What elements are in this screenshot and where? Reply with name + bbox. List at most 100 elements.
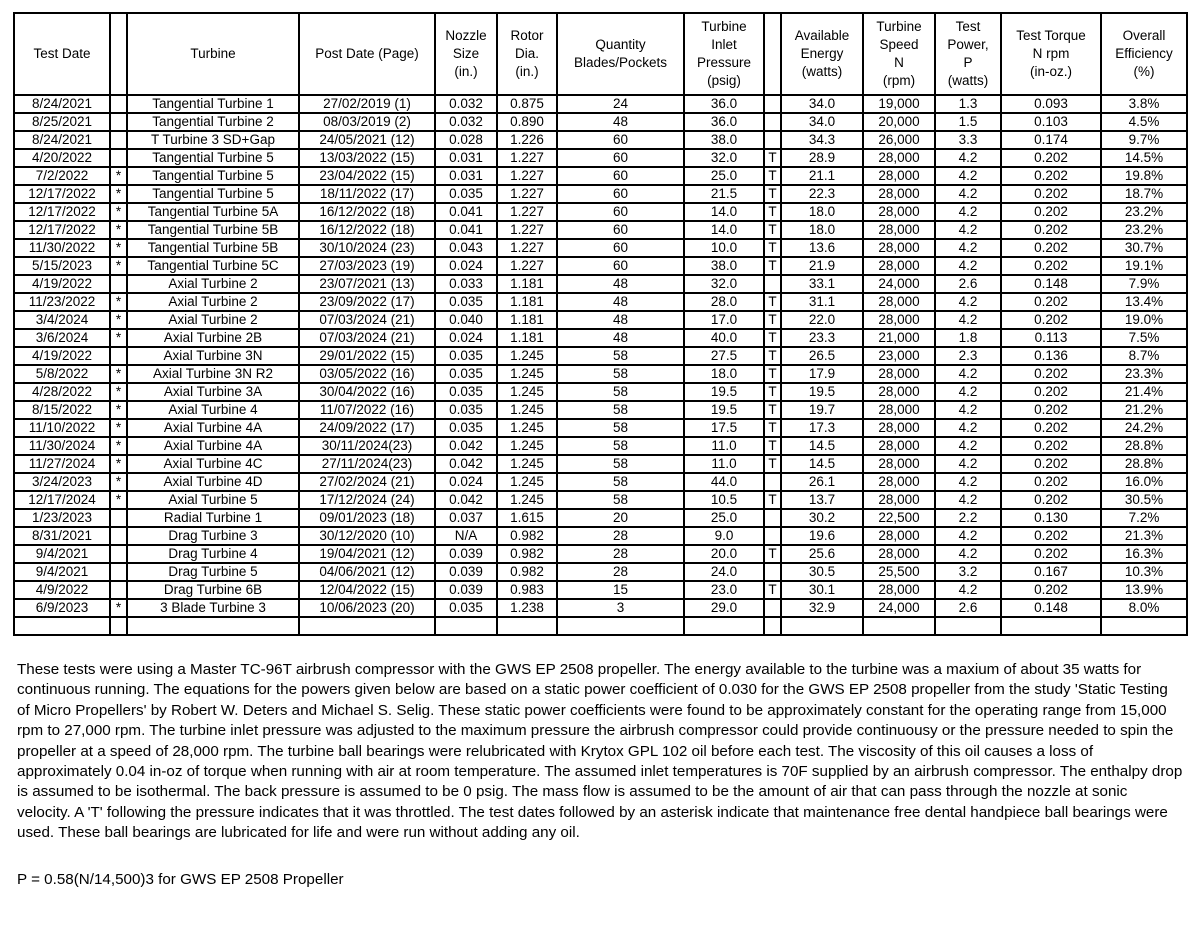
table-cell: 11/10/2022 — [13, 418, 111, 438]
table-cell: 4.2 — [934, 220, 1002, 240]
table-row: 4/19/2022 Axial Turbine 2 23/07/2021 (13) 0… — [13, 274, 1188, 294]
column-header: Overall Efficiency (%) — [1100, 12, 1188, 96]
table-cell: 60 — [556, 220, 685, 240]
table-cell — [763, 94, 782, 114]
table-row: 12/17/2022 * Tangential Turbine 5A 16/12/20… — [13, 202, 1188, 222]
table-cell: 28,000 — [862, 580, 936, 600]
table-cell: Axial Turbine 4 — [126, 400, 300, 420]
table-cell: 24,000 — [862, 598, 936, 618]
table-row: 3/24/2023 * Axial Turbine 4D 27/02/2024 (21… — [13, 472, 1188, 492]
table-cell: 32.0 — [683, 148, 765, 168]
table-cell: 28,000 — [862, 238, 936, 258]
table-cell: 1.227 — [496, 256, 558, 276]
table-cell: 60 — [556, 184, 685, 204]
table-cell: Axial Turbine 4A — [126, 436, 300, 456]
column-header: Rotor Dia. (in.) — [496, 12, 558, 96]
table-cell: 28,000 — [862, 364, 936, 384]
table-cell: T — [763, 382, 782, 402]
table-cell: Drag Turbine 6B — [126, 580, 300, 600]
table-cell: Tangential Turbine 1 — [126, 94, 300, 114]
table-cell — [109, 112, 128, 132]
table-cell: 25,500 — [862, 562, 936, 582]
table-cell: 0.202 — [1000, 544, 1102, 564]
table-cell: 24/09/2022 (17) — [298, 418, 436, 438]
table-cell: 1.227 — [496, 148, 558, 168]
table-cell: 26.1 — [780, 472, 864, 492]
table-cell: 24/05/2021 (12) — [298, 130, 436, 150]
table-cell: 21.1 — [780, 166, 864, 186]
table-cell: 34.3 — [780, 130, 864, 150]
table-cell: 23.2% — [1100, 202, 1188, 222]
table-cell: T — [763, 454, 782, 474]
table-cell: 60 — [556, 148, 685, 168]
table-cell: * — [109, 328, 128, 348]
table-cell: 23/09/2022 (17) — [298, 292, 436, 312]
table-cell: 28,000 — [862, 310, 936, 330]
table-cell: 48 — [556, 310, 685, 330]
table-cell: 10.0 — [683, 238, 765, 258]
table-cell: 28,000 — [862, 418, 936, 438]
table-cell: Axial Turbine 4D — [126, 472, 300, 492]
table-cell: 0.890 — [496, 112, 558, 132]
table-cell: 25.6 — [780, 544, 864, 564]
table-cell: 0.031 — [434, 166, 498, 186]
table-row: 7/2/2022 * Tangential Turbine 5 23/04/2022 … — [13, 166, 1188, 186]
table-cell: 5/15/2023 — [13, 256, 111, 276]
table-cell: 3.2 — [934, 562, 1002, 582]
table-cell: 22.3 — [780, 184, 864, 204]
table-row: 8/24/2021 T Turbine 3 SD+Gap 24/05/2021 (1… — [13, 130, 1188, 150]
table-cell: 24,000 — [862, 274, 936, 294]
table-cell: 25.0 — [683, 508, 765, 528]
table-cell: 1.245 — [496, 418, 558, 438]
table-cell: 28,000 — [862, 544, 936, 564]
table-cell — [126, 616, 300, 636]
table-row: 9/4/2021 Drag Turbine 4 19/04/2021 (12) 0.0… — [13, 544, 1188, 564]
table-cell — [763, 526, 782, 546]
column-header: Test Date — [13, 12, 111, 96]
table-cell: 30.5% — [1100, 490, 1188, 510]
table-row: 4/28/2022 * Axial Turbine 3A 30/04/2022 (16… — [13, 382, 1188, 402]
table-cell: T — [763, 256, 782, 276]
table-row: 6/9/2023 * 3 Blade Turbine 3 10/06/2023 (20… — [13, 598, 1188, 618]
table-row: 4/19/2022 Axial Turbine 3N 29/01/2022 (15)… — [13, 346, 1188, 366]
table-cell: 8.7% — [1100, 346, 1188, 366]
table-cell: * — [109, 490, 128, 510]
table-cell: 1.181 — [496, 292, 558, 312]
table-cell: * — [109, 166, 128, 186]
table-cell: 2.3 — [934, 346, 1002, 366]
table-cell — [434, 616, 498, 636]
table-cell: 18.0 — [780, 202, 864, 222]
table-cell: 32.9 — [780, 598, 864, 618]
table-cell: 0.148 — [1000, 274, 1102, 294]
table-cell — [109, 130, 128, 150]
table-cell: 28.8% — [1100, 436, 1188, 456]
table-cell: 34.0 — [780, 94, 864, 114]
table-cell: 4.2 — [934, 292, 1002, 312]
table-cell — [109, 346, 128, 366]
table-cell: T Turbine 3 SD+Gap — [126, 130, 300, 150]
table-cell: 0.042 — [434, 436, 498, 456]
table-cell: 58 — [556, 346, 685, 366]
table-cell: 0.202 — [1000, 490, 1102, 510]
table-cell: 16/12/2022 (18) — [298, 202, 436, 222]
table-row: 9/4/2021 Drag Turbine 5 04/06/2021 (12) 0.0… — [13, 562, 1188, 582]
table-cell: 2.6 — [934, 598, 1002, 618]
table-cell: 0.035 — [434, 400, 498, 420]
table-cell: 1.227 — [496, 238, 558, 258]
table-cell: * — [109, 364, 128, 384]
table-cell: 9/4/2021 — [13, 562, 111, 582]
table-cell: T — [763, 220, 782, 240]
table-cell: 0.202 — [1000, 202, 1102, 222]
table-cell — [298, 616, 436, 636]
table-cell: 23,000 — [862, 346, 936, 366]
table-cell: * — [109, 472, 128, 492]
table-cell: 12/04/2022 (15) — [298, 580, 436, 600]
table-cell: 27/11/2024(23) — [298, 454, 436, 474]
table-cell: 30/10/2024 (23) — [298, 238, 436, 258]
table-cell: 34.0 — [780, 112, 864, 132]
table-cell: 07/03/2024 (21) — [298, 328, 436, 348]
table-cell: Axial Turbine 2 — [126, 274, 300, 294]
table-cell — [109, 526, 128, 546]
table-cell: Tangential Turbine 5B — [126, 220, 300, 240]
table-row: 8/31/2021 Drag Turbine 3 30/12/2020 (10) N/… — [13, 526, 1188, 546]
